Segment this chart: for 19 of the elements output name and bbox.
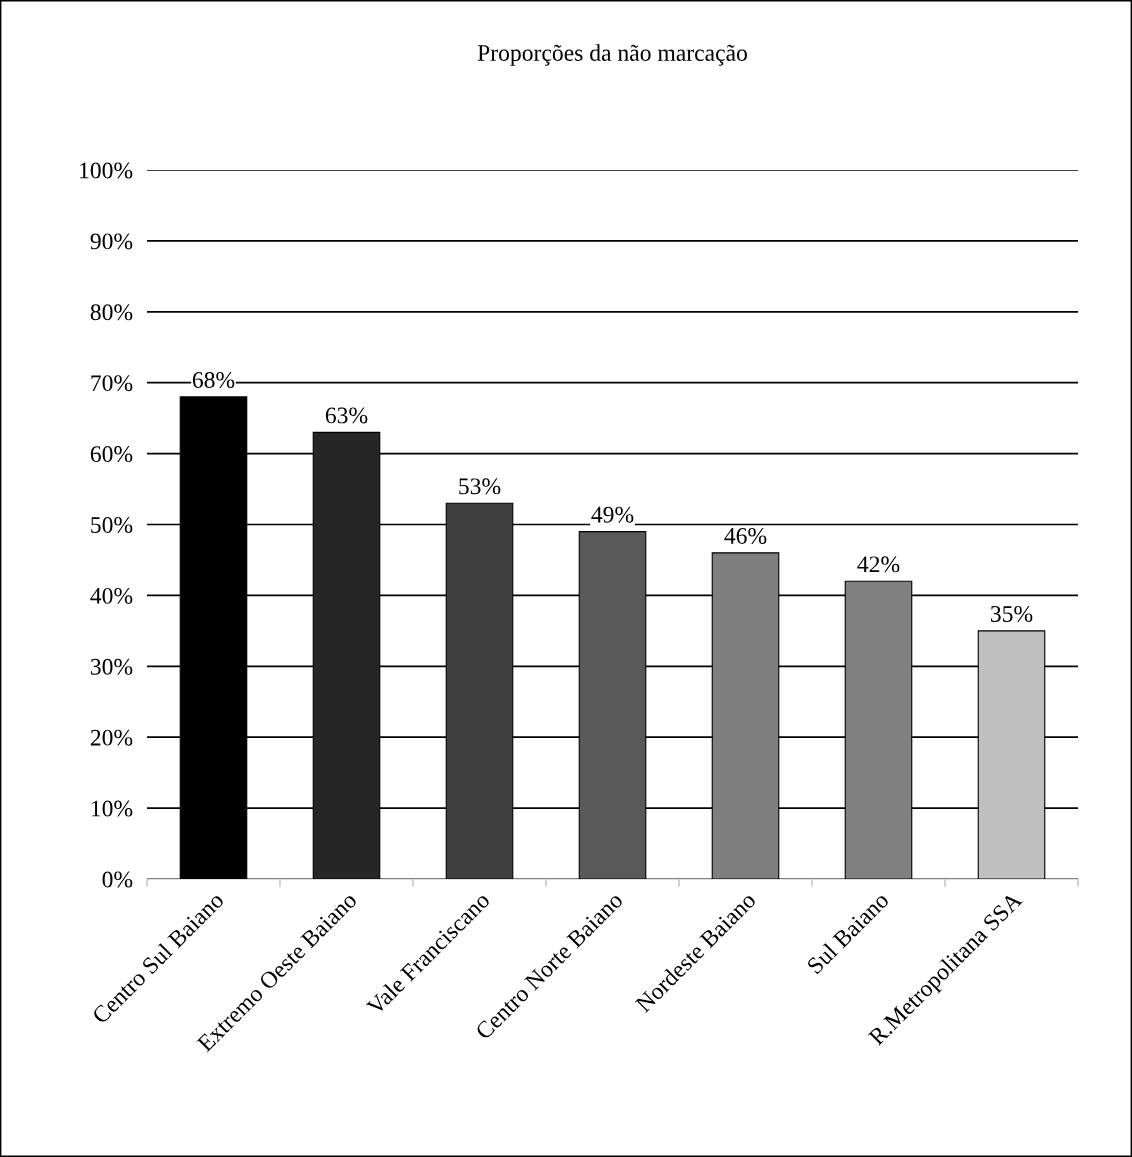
y-tick-label: 50% <box>91 516 133 533</box>
data-label: 46% <box>724 527 767 544</box>
y-tick-label: 0% <box>102 871 133 888</box>
y-tick-label: 100% <box>80 162 133 179</box>
y-tick-label: 20% <box>90 729 133 746</box>
data-label: 53% <box>459 478 501 495</box>
y-tick-label: 70% <box>91 375 133 392</box>
data-label: 68% <box>192 371 235 388</box>
y-tick-label: 60% <box>90 446 133 463</box>
y-tick-label: 10% <box>91 800 133 817</box>
data-label: 63% <box>325 407 368 424</box>
y-tick-label: 80% <box>90 304 133 321</box>
data-label: 35% <box>990 605 1033 622</box>
y-tick-label: 40% <box>90 587 133 604</box>
y-tick-label: 90% <box>90 233 133 250</box>
y-tick-label: 30% <box>90 658 133 675</box>
chart-title: Proporções da não marcação <box>477 44 747 66</box>
data-label: 42% <box>857 556 900 573</box>
data-label: 49% <box>591 506 634 523</box>
